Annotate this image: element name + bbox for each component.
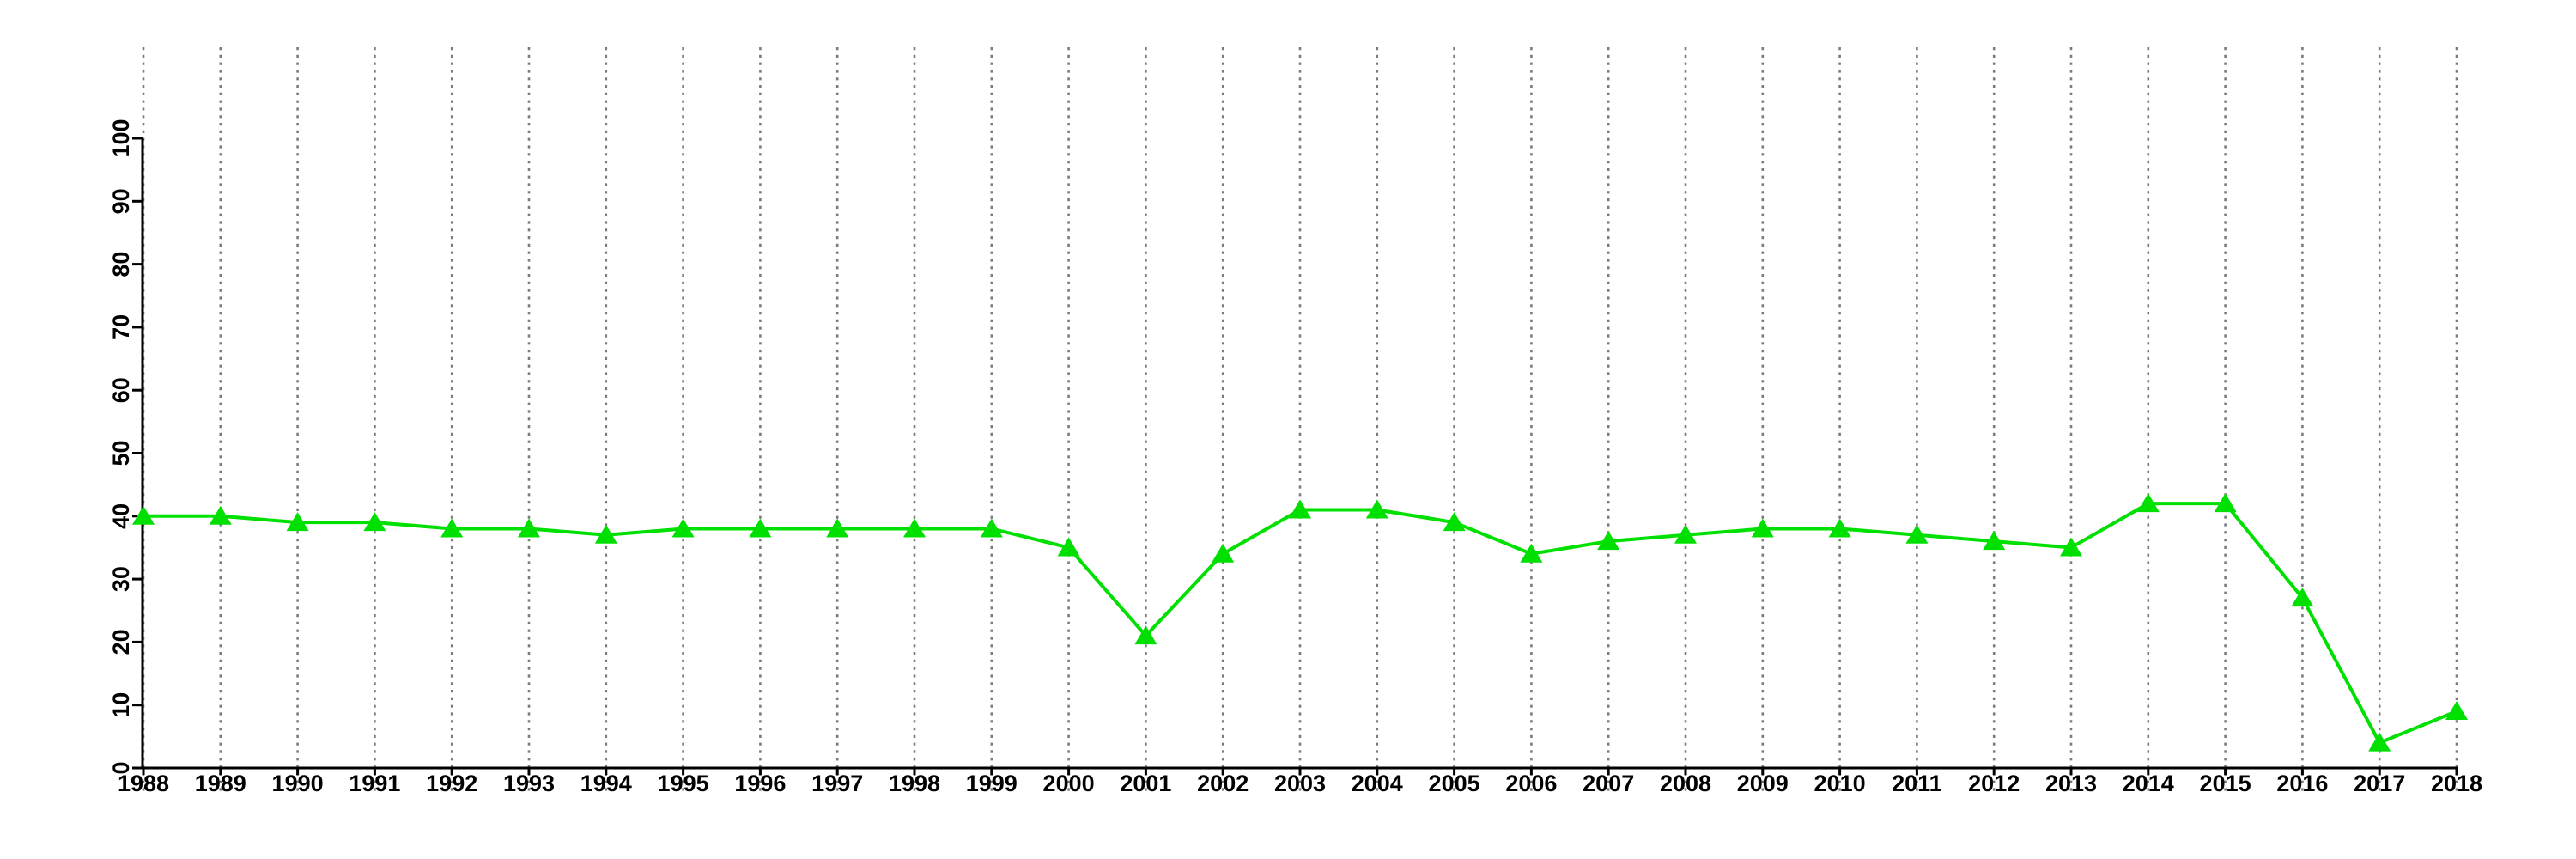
data-point-marker [518,518,540,538]
x-tick-label: 2013 [2045,771,2097,796]
x-tick-label: 2004 [1352,771,1403,796]
y-tick-label: 70 [108,314,134,340]
data-point-marker [980,518,1003,538]
y-tick-label: 10 [108,692,134,718]
data-point-marker [2136,493,2160,513]
x-tick-label: 2009 [1737,771,1789,796]
y-tick-label: 80 [108,252,134,277]
axes-group: 0 10 20 30 40 50 60 70 80 90 100 1988 1989 1990 1991 19… [108,119,2482,796]
data-point-marker [903,518,926,538]
data-point-marker [749,518,772,538]
data-point-marker [1443,512,1466,532]
data-point-marker [440,518,464,538]
y-tick-label: 100 [108,119,134,157]
y-tick-label: 90 [108,188,134,214]
data-point-marker [2214,493,2237,513]
y-tick-label: 0 [108,761,134,774]
x-tick-label: 2010 [1814,771,1866,796]
gridlines-group [142,47,2458,795]
data-point-marker [286,512,309,532]
data-point-marker [1134,625,1157,645]
x-tick-label: 1991 [349,771,400,796]
x-tick-label: 1989 [195,771,246,796]
data-point-marker [1674,524,1697,544]
data-point-marker [1751,518,1774,538]
x-tick-label: 2016 [2276,771,2328,796]
x-tick-label: 1997 [811,771,863,796]
data-point-marker [2291,588,2314,607]
x-tick-label: 2011 [1892,771,1942,796]
x-tick-label: 2006 [1505,771,1557,796]
data-point-marker [2368,732,2391,752]
data-point-marker [1289,499,1311,519]
x-tick-label: 2007 [1583,771,1634,796]
data-point-marker [2060,537,2082,557]
data-point-marker [671,518,695,538]
x-tick-label: 2002 [1197,771,1249,796]
data-point-marker [209,505,232,525]
data-point-marker [1212,543,1235,563]
data-point-marker [594,524,617,544]
data-point-marker [826,518,849,538]
data-point-marker [1905,524,1929,544]
x-tick-label: 2000 [1043,771,1095,796]
y-tick-label: 40 [108,503,134,529]
data-point-marker [1597,531,1620,551]
data-point-marker [132,505,155,525]
data-point-marker [1520,543,1543,563]
y-tick-label: 20 [108,629,134,655]
x-tick-label: 1988 [118,771,169,796]
x-tick-label: 2003 [1274,771,1326,796]
x-tick-label: 2014 [2123,771,2174,796]
y-tick-label: 60 [108,377,134,403]
y-tick-label: 50 [108,440,134,466]
x-tick-label: 1995 [658,771,709,796]
x-tick-label: 1992 [426,771,477,796]
x-tick-label: 2017 [2354,771,2405,796]
x-tick-label: 1996 [734,771,786,796]
x-tick-label: 2018 [2431,771,2482,796]
data-point-marker [1828,518,1851,538]
data-series-group [132,493,2468,752]
x-tick-label: 1990 [272,771,324,796]
x-tick-label: 1993 [503,771,555,796]
data-point-marker [1365,499,1388,519]
x-tick-label: 2008 [1660,771,1711,796]
data-point-marker [1057,537,1080,557]
data-point-marker [1983,531,2006,551]
x-tick-label: 2005 [1429,771,1480,796]
x-tick-label: 2015 [2200,771,2251,796]
x-tick-label: 1999 [966,771,1018,796]
y-tick-label: 30 [108,566,134,592]
x-tick-label: 1998 [889,771,940,796]
data-point-marker [363,512,386,532]
x-tick-label: 2001 [1120,771,1171,796]
x-tick-label: 1994 [580,771,632,796]
data-point-marker [2445,701,2468,721]
x-tick-label: 2012 [1968,771,2020,796]
